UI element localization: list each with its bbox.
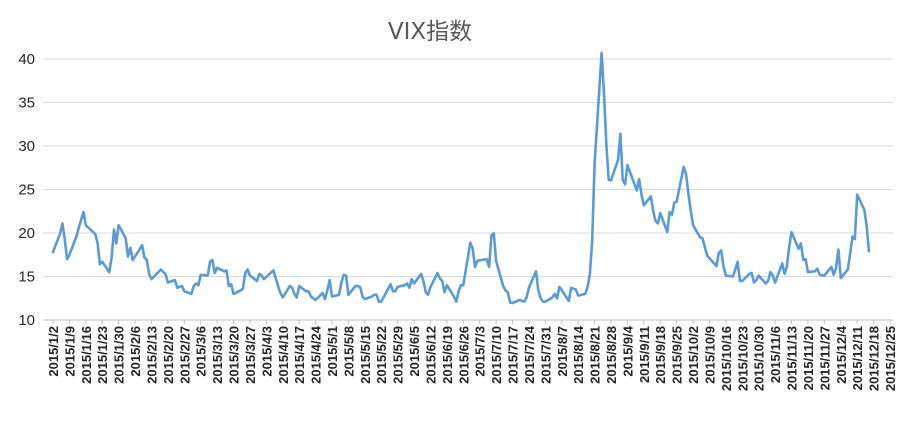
x-tick-label: 2015/10/9 [702, 326, 717, 384]
x-tick-label: 2015/11/6 [768, 326, 783, 383]
x-tick-label: 2015/4/3 [259, 326, 274, 377]
x-tick-label: 2015/7/3 [473, 326, 488, 377]
x-tick-label: 2015/12/4 [834, 325, 849, 384]
x-tick-label: 2015/7/31 [538, 326, 553, 384]
x-tick-label: 2015/1/23 [95, 326, 110, 384]
y-tick-label: 25 [18, 182, 35, 199]
y-axis-ticks: 10 15 20 25 30 35 40 [18, 51, 35, 329]
x-tick-label: 2015/5/22 [374, 326, 389, 384]
x-tick-label: 2015/8/14 [571, 325, 586, 384]
x-tick-label: 2015/8/28 [604, 326, 619, 384]
x-tick-label: 2015/10/2 [686, 326, 701, 384]
x-tick-label: 2015/2/6 [128, 326, 143, 377]
x-tick-label: 2015/12/18 [867, 326, 882, 391]
x-tick-label: 2015/3/27 [243, 326, 258, 384]
x-tick-label: 2015/4/10 [276, 326, 291, 384]
x-tick-label: 2015/2/13 [144, 326, 159, 384]
x-tick-label: 2015/1/16 [79, 326, 94, 384]
x-tick-label: 2015/12/11 [850, 326, 865, 390]
gridlines [43, 58, 893, 321]
series-line [51, 51, 871, 305]
x-tick-label: 2015/9/11 [637, 326, 652, 383]
y-tick-label: 40 [18, 51, 35, 68]
x-tick-label: 2015/3/13 [210, 326, 225, 384]
x-tick-label: 2015/5/15 [358, 326, 373, 384]
y-tick-label: 15 [18, 269, 35, 286]
x-axis-ticks: 2015/1/2 2015/1/9 2015/1/16 2015/1/23 2015/1… [46, 320, 898, 391]
x-tick-label: 2015/8/7 [555, 326, 570, 377]
x-tick-label: 2015/8/21 [588, 326, 603, 384]
x-tick-label: 2015/1/9 [62, 326, 77, 377]
x-tick-label: 2015/1/2 [46, 326, 61, 377]
x-tick-label: 2015/9/25 [670, 326, 685, 384]
x-tick-label: 2015/9/4 [620, 325, 635, 376]
x-tick-label: 2015/3/6 [194, 326, 209, 377]
series-layer [51, 51, 871, 305]
x-tick-label: 2015/7/24 [522, 325, 537, 384]
x-tick-label: 2015/11/13 [785, 326, 800, 390]
x-tick-label: 2015/5/8 [341, 326, 356, 377]
x-tick-label: 2015/11/27 [817, 326, 832, 390]
x-tick-label: 2015/2/20 [161, 326, 176, 384]
x-tick-label: 2015/6/19 [440, 326, 455, 384]
y-tick-label: 35 [18, 95, 35, 112]
x-tick-label: 2015/4/24 [309, 325, 324, 384]
x-tick-label: 2015/7/10 [489, 326, 504, 384]
x-tick-label: 2015/6/12 [423, 326, 438, 384]
x-tick-label: 2015/7/17 [506, 326, 521, 384]
x-tick-label: 2015/1/30 [112, 326, 127, 384]
chart-title: VIX指数 [388, 19, 472, 45]
x-tick-label: 2015/4/17 [292, 326, 307, 384]
x-tick-label: 2015/5/29 [391, 326, 406, 384]
x-tick-label: 2015/10/23 [735, 326, 750, 391]
x-tick-label: 2015/10/16 [719, 326, 734, 391]
x-tick-label: 2015/2/27 [177, 326, 192, 384]
x-tick-label: 2015/12/25 [883, 326, 898, 391]
x-tick-label: 2015/6/26 [456, 326, 471, 384]
y-tick-label: 20 [18, 225, 35, 242]
y-tick-label: 30 [18, 138, 35, 155]
x-tick-label: 2015/5/1 [325, 326, 340, 377]
x-tick-label: 2015/10/30 [752, 326, 767, 391]
x-tick-label: 2015/3/20 [227, 326, 242, 384]
y-tick-label: 10 [18, 312, 35, 329]
x-tick-label: 2015/9/18 [653, 326, 668, 384]
x-tick-label: 2015/6/5 [407, 326, 422, 377]
x-tick-label: 2015/11/20 [801, 326, 816, 390]
